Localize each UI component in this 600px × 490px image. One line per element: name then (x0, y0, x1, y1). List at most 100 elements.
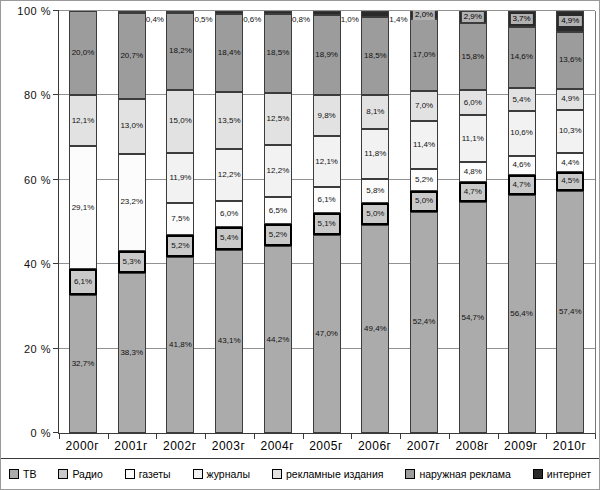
segment-value-label: 13,6% (557, 56, 583, 64)
segment-value-label: 2,0% (413, 10, 435, 20)
segment-value-label: 11,1% (460, 135, 486, 143)
legend-item: журналы (193, 468, 250, 480)
legend-label: интернет (547, 468, 591, 480)
bar-segment: 2,0% (410, 11, 438, 19)
x-axis-label: 2007г (399, 439, 448, 453)
segment-value-label: 23,2% (119, 198, 145, 206)
bar-segment: 5,2% (410, 169, 438, 191)
bar-segment: 10,3% (556, 110, 584, 153)
bar-segment: 52,4% (410, 212, 438, 433)
bar-segment: 44,2% (264, 246, 292, 433)
bar-segment: 12,2% (215, 149, 243, 201)
bar-segment: 38,3% (118, 273, 146, 433)
bar-segment: 14,6% (508, 27, 536, 89)
bar-slot-2003г: 43,1%5,4%6,0%12,2%13,5%18,4%0,6% (205, 11, 254, 433)
segment-value-label: 6,0% (216, 210, 242, 218)
bar-segment: 13,0% (118, 99, 146, 153)
segment-value-label: 6,5% (265, 207, 291, 215)
y-axis-label: 40 % (1, 258, 51, 270)
segment-value-label: 8,1% (362, 108, 388, 116)
bar-segment: 2,9% (459, 11, 487, 23)
bar-segment: 6,1% (69, 269, 97, 295)
x-axis-label: 2006г (350, 439, 399, 453)
legend-label: журналы (207, 468, 250, 480)
y-axis-label: 60 % (1, 174, 51, 186)
bar-segment: 5,0% (361, 203, 389, 224)
x-axis-label: 2009г (497, 439, 546, 453)
bar-segment: 12,2% (264, 145, 292, 197)
bar-segment: 54,7% (459, 202, 487, 433)
bar-2000г: 32,7%6,1%29,1%12,1%20,0% (69, 11, 97, 433)
segment-value-label: 5,2% (168, 242, 192, 250)
plot-area: 32,7%6,1%29,1%12,1%20,0% 38,3% 5,3% 23,2% 13… (58, 11, 596, 434)
bar-slot-2002г: 41,8%5,2%7,5%11,9%15,0%18,2%0,5% (156, 11, 205, 433)
bar-segment: 32,7% (69, 295, 97, 433)
segment-value-label: 10,3% (557, 127, 583, 135)
segment-value-label: 12,5% (265, 115, 291, 123)
segment-value-label: 4,5% (558, 177, 582, 185)
bar-segment: 20,7% (118, 13, 146, 100)
bar-segment: 4,9% (556, 89, 584, 110)
segment-value-label: 11,8% (362, 150, 388, 158)
bar-segment: 8,1% (361, 95, 389, 129)
segment-value-label: 7,0% (411, 102, 437, 110)
y-axis-label: 0 % (1, 427, 51, 439)
segment-value-label: 17,0% (411, 51, 437, 59)
legend-item: наружная реклама (405, 468, 510, 480)
bar-segment: 7,5% (166, 203, 194, 235)
legend-swatch-icon (9, 469, 19, 479)
segment-value-label: 11,4% (411, 141, 437, 149)
segment-value-label: 4,9% (557, 95, 583, 103)
bar-slot-2001г: 38,3%5,3%23,2%13,0%20,7%0,4% (108, 11, 157, 433)
bar-segment: 5,1% (313, 213, 341, 235)
segment-value-label: 5,3% (120, 258, 144, 266)
bar-segment: 11,1% (459, 115, 487, 162)
bar-segment: 4,6% (508, 156, 536, 175)
bar-2010г: 57,4%4,5%4,4%10,3%4,9%13,6%4,9% (556, 11, 584, 433)
segment-value-label: 41,8% (167, 341, 193, 349)
segment-value-label: 54,7% (460, 314, 486, 322)
bar-segment: 15,8% (459, 23, 487, 90)
legend-item: Радио (58, 468, 102, 480)
bar-segment: 57,4% (556, 191, 584, 433)
bar-segment: 17,0% (410, 19, 438, 91)
bar-segment: 49,4% (361, 225, 389, 433)
stacked-bar-chart: 32,7%6,1%29,1%12,1%20,0% 38,3% 5,3% 23,2% 13… (0, 0, 600, 490)
bar-segment: 6,5% (264, 197, 292, 224)
bar-segment: 5,0% (410, 191, 438, 212)
bar-segment: 43,1% (215, 250, 243, 433)
bar-2009г: 56,4%4,7%4,6%10,6%5,4%14,6%3,7% (508, 11, 536, 433)
legend-label: Радио (72, 468, 102, 480)
legend-swatch-icon (193, 469, 203, 479)
bar-segment: 41,8% (166, 257, 194, 433)
segment-value-label: 6,0% (460, 99, 486, 107)
segment-value-label: 5,1% (315, 220, 339, 228)
bar-segment: 10,6% (508, 111, 536, 156)
x-axis-label: 2003г (204, 439, 253, 453)
y-axis-label: 80 % (1, 89, 51, 101)
segment-value-label: 18,5% (362, 52, 388, 60)
bar-segment: 4,7% (508, 175, 536, 195)
legend-swatch-icon (405, 469, 415, 479)
segment-value-label: 15,8% (460, 53, 486, 61)
bar-segment: 12,5% (264, 93, 292, 146)
bar-segment: 6,0% (215, 201, 243, 227)
bar-2008г: 54,7%4,7%4,8%11,1%6,0%15,8%2,9% (459, 11, 487, 433)
legend-label: рекламные издания (286, 468, 383, 480)
bar-2007г: 52,4%5,0%5,2% 11,4% 7,0% 17,0% 2,0% (410, 11, 438, 433)
segment-value-label: 12,2% (265, 167, 291, 175)
bar-segment: 13,5% (215, 92, 243, 149)
bar-segment: 3,7% (508, 11, 536, 27)
segment-value-label: 4,9% (559, 16, 581, 26)
x-axis-label: 2000г (58, 439, 107, 453)
segment-value-label: 38,3% (119, 349, 145, 357)
bar-slot-2004г: 44,2%5,2%6,5%12,2%12,5%18,5%0,8% (254, 11, 303, 433)
bar-segment: 18,2% (166, 13, 194, 90)
bar-segment: 0,5% (166, 11, 194, 13)
bar-segment: 18,5% (361, 17, 389, 95)
segment-value-label: 4,7% (461, 188, 485, 196)
bar-segment: 0,6% (215, 11, 243, 14)
bar-segment: 12,1% (313, 136, 341, 187)
segment-value-label: 13,5% (216, 117, 242, 125)
bar-segment: 18,5% (264, 14, 292, 92)
